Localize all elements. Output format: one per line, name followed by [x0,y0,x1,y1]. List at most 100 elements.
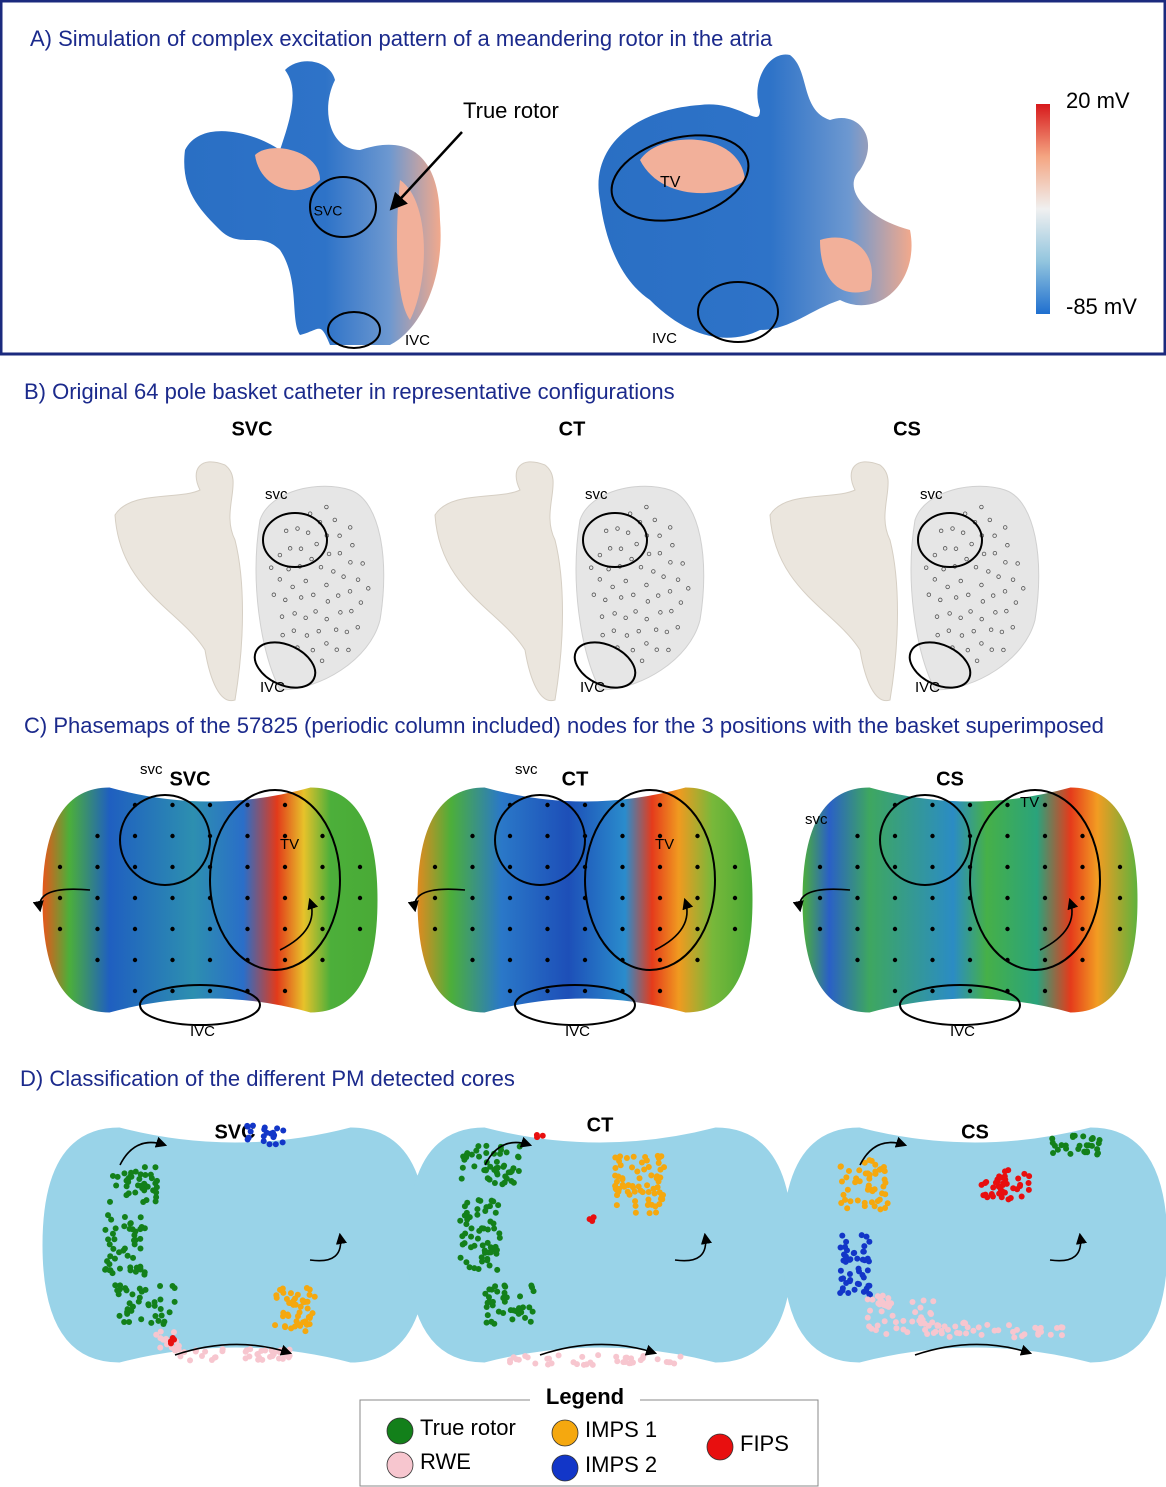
core-point [843,1239,849,1245]
core-point [504,1176,510,1182]
core-point [900,1327,906,1333]
core-point [127,1300,133,1306]
core-point [642,1154,648,1160]
core-point [628,1355,634,1361]
heart-label: IVC [950,1023,975,1040]
electrode [283,865,287,869]
core-point [912,1309,918,1315]
view-title: CT [562,768,589,790]
core-point [957,1330,963,1336]
electrode [658,958,662,962]
core-point [618,1162,624,1168]
electrode [545,803,549,807]
core-point [595,1352,601,1358]
core-point [131,1237,137,1243]
core-point [244,1347,250,1353]
core-point [464,1216,470,1222]
core-point [497,1151,503,1157]
core-point [110,1246,116,1252]
electrode [733,865,737,869]
electrode [893,958,897,962]
core-point [302,1328,308,1334]
core-point [877,1197,883,1203]
core-point [1005,1196,1011,1202]
electrode [695,865,699,869]
core-point [1094,1152,1100,1158]
core-point [485,1300,491,1306]
core-point [516,1305,522,1311]
core-point [556,1352,562,1358]
heart-label: svc [515,761,538,778]
view-title: CS [893,418,921,440]
core-point [1084,1149,1090,1155]
core-point [873,1327,879,1333]
core-point [128,1220,134,1226]
core-point [258,1348,264,1354]
core-point [1011,1334,1017,1340]
core-point [501,1163,507,1169]
core-point [885,1299,891,1305]
core-point [615,1174,621,1180]
core-point [137,1264,143,1270]
core-point [1072,1133,1078,1139]
core-point [1050,1150,1056,1156]
core-point [1094,1146,1100,1152]
core-point [852,1179,858,1185]
core-point [476,1154,482,1160]
heart-label: IVC [190,1023,215,1040]
core-point [952,1323,958,1329]
electrode [1005,803,1009,807]
heart-label: IVC [405,332,430,349]
electrode [658,865,662,869]
core-point [917,1305,923,1311]
core-point [460,1241,466,1247]
core-point [855,1281,861,1287]
core-point [522,1315,528,1321]
core-point [153,1198,159,1204]
core-point [122,1214,128,1220]
core-point [471,1163,477,1169]
core-point [481,1167,487,1173]
legend-label: FIPS [740,1431,789,1456]
core-point [106,1267,112,1273]
core-point [261,1138,267,1144]
core-point [540,1133,546,1139]
core-point [153,1332,159,1338]
core-point [845,1187,851,1193]
core-point [654,1173,660,1179]
core-point [264,1130,270,1136]
core-point [993,1180,999,1186]
core-point [307,1292,313,1298]
core-point [137,1246,143,1252]
electrode [58,927,62,931]
core-point [856,1268,862,1274]
core-point [469,1152,475,1158]
electrode [95,896,99,900]
core-point [1006,1322,1012,1328]
electrode [545,834,549,838]
core-point [113,1183,119,1189]
core-point [847,1198,853,1204]
legend-label: IMPS 1 [585,1417,657,1442]
core-point [861,1243,867,1249]
electrode [855,896,859,900]
core-point [845,1290,851,1296]
core-point [1059,1142,1065,1148]
electrode [208,989,212,993]
core-point [124,1183,130,1189]
core-point [614,1358,620,1364]
electrode [245,865,249,869]
core-point [462,1203,468,1209]
heart-label: svc [920,486,943,503]
core-point [625,1189,631,1195]
heart-label: SVC [314,203,343,219]
core-point [839,1233,845,1239]
legend-label: IMPS 2 [585,1452,657,1477]
electrode [1005,865,1009,869]
core-point [157,1283,163,1289]
electrode [170,803,174,807]
core-point [856,1167,862,1173]
core-point [132,1190,138,1196]
core-point [168,1340,174,1346]
core-point [1000,1180,1006,1186]
